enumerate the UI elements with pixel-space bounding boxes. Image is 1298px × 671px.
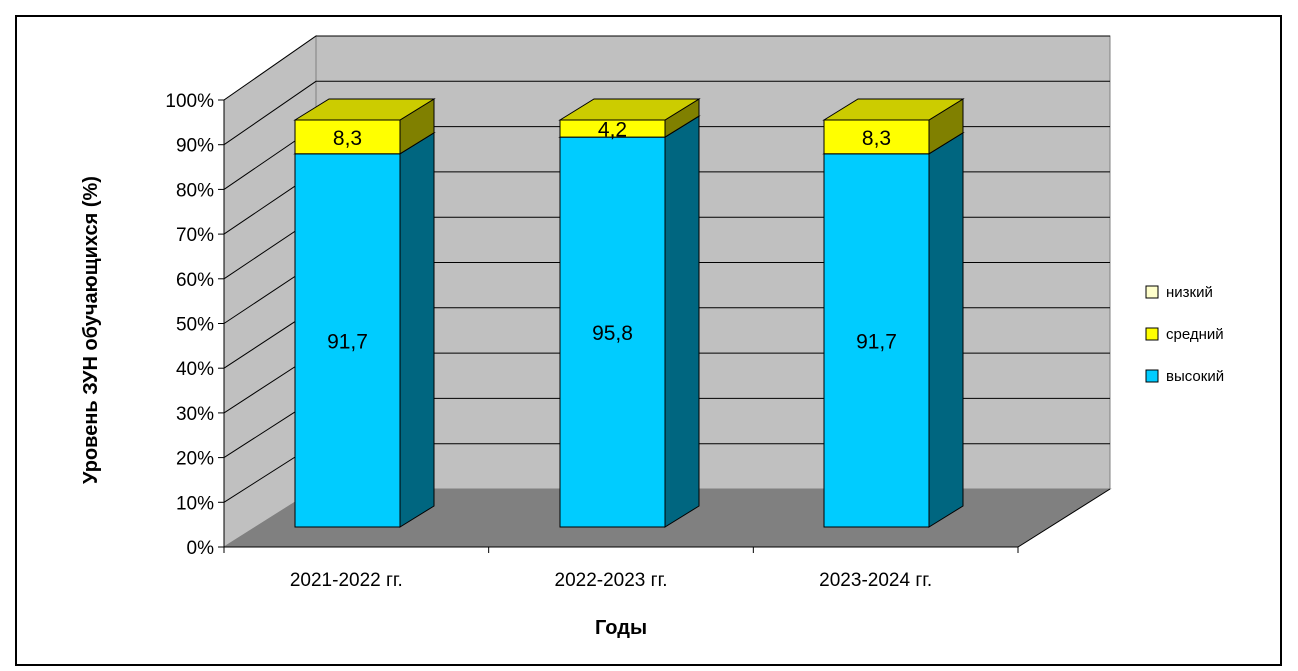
bar-side-высокий [399,131,435,528]
y-tick-label: 80% [176,180,214,201]
data-label-средний: 4,2 [598,119,627,142]
y-tick-label: 100% [165,91,214,112]
y-tick-label: 70% [176,225,214,246]
bar-front-высокий [294,153,401,528]
gridline [223,35,1110,101]
y-tick-label: 20% [176,449,214,470]
x-axis-title: Годы [595,617,647,639]
y-tick-label: 40% [176,359,214,380]
chart-legend: низкий средний высокий [1145,284,1224,385]
data-label-средний: 8,3 [862,127,891,150]
bar-side-высокий [664,115,700,528]
bar-top-средний [822,98,965,121]
data-label-высокий: 91,7 [856,330,897,353]
x-category-label: 2023-2024 гг. [819,570,932,591]
y-axis-title: Уровень ЗУН обучающихся (%) [80,176,102,484]
legend-label-высокий: высокий [1166,368,1224,385]
y-tick-label: 10% [176,493,214,514]
legend-swatch-высокий [1145,369,1159,383]
bar-front-средний [823,119,930,155]
data-label-средний: 8,3 [333,127,362,150]
y-tick-label: 0% [187,538,215,559]
bar-top-средний [293,98,436,121]
chart-labels: 0% 10% 20% 30% 40% 50% 60% 70% 80% 90% 100% 91,7 8,3… [80,91,932,639]
data-label-высокий: 95,8 [592,322,633,345]
bar-side-высокий [928,131,964,528]
legend-swatch-средний [1145,327,1159,341]
y-tick-label: 50% [176,315,214,336]
y-tick-label: 30% [176,404,214,425]
y-tick-label: 60% [176,270,214,291]
y-tick-label: 90% [176,136,214,157]
bar-top-средний [558,98,701,121]
chart-bars [293,98,965,528]
legend-label-низкий: низкий [1166,284,1213,301]
x-category-label: 2021-2022 гг. [290,570,403,591]
x-category-label: 2022-2023 гг. [555,570,668,591]
legend-swatch-низкий [1145,285,1159,299]
legend-label-средний: средний [1166,326,1224,343]
data-label-высокий: 91,7 [327,330,368,353]
bar-front-средний [294,119,401,155]
gridline [223,80,1110,146]
floor-edge [1017,488,1111,548]
